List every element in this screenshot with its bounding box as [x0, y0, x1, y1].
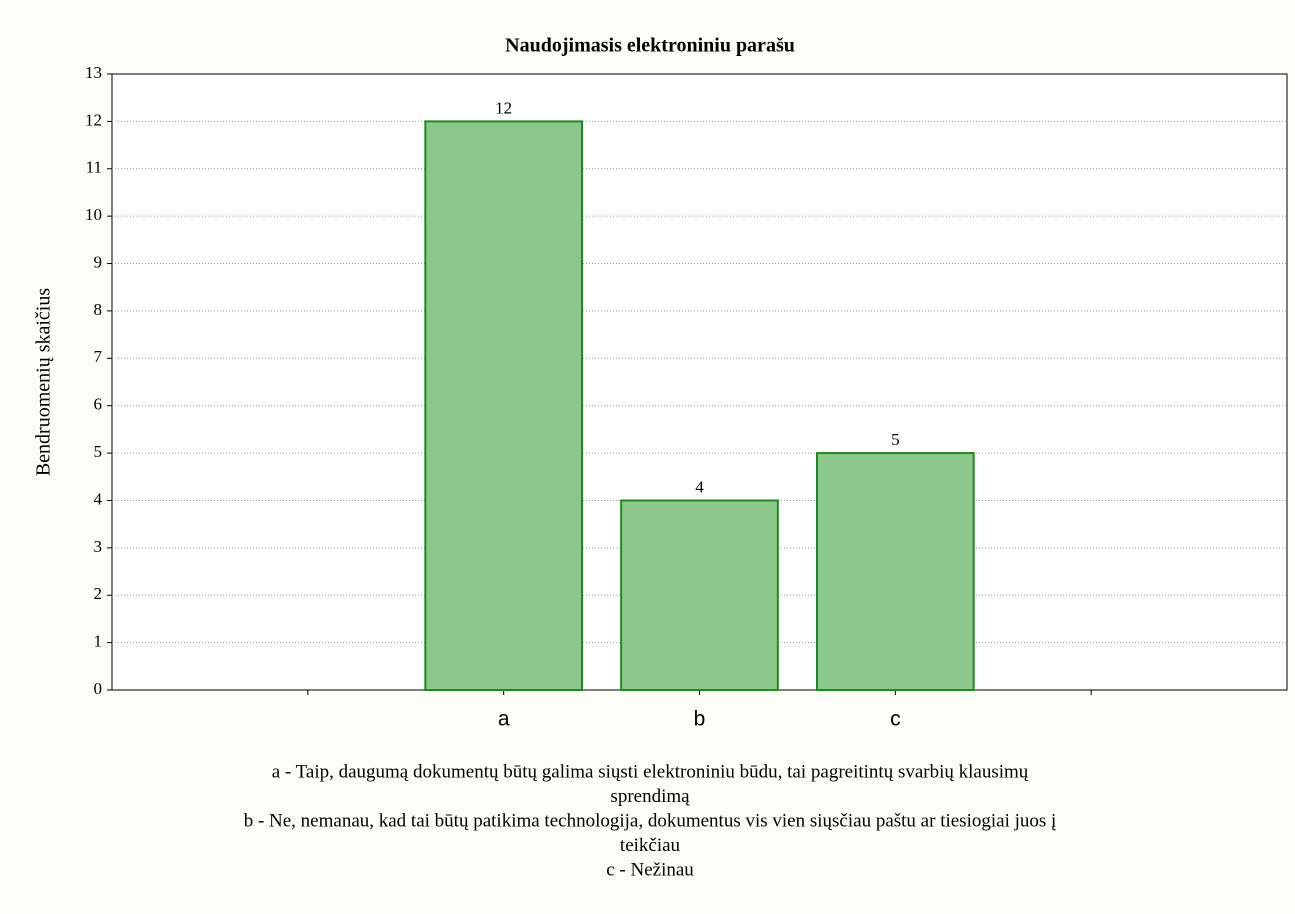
y-tick-label: 4: [94, 489, 103, 508]
note: sprendimą: [610, 786, 690, 807]
y-axis-label: Bendruomenių skaičius: [33, 288, 55, 477]
bar: [620, 499, 779, 692]
y-tick-label: 2: [94, 584, 103, 603]
value-label: 5: [891, 430, 900, 449]
y-tick-label: 5: [94, 442, 103, 461]
y-tick-label: 12: [85, 110, 102, 129]
y-tick-label: 0: [94, 679, 103, 698]
x-tick-label: c: [890, 708, 901, 731]
x-tick-label: a: [498, 708, 510, 731]
y-tick-label: 13: [85, 63, 102, 82]
y-tick-label: 10: [85, 205, 102, 224]
bar: [424, 120, 584, 691]
bar: [816, 452, 975, 692]
y-tick-label: 1: [94, 632, 103, 651]
y-tick-label: 7: [94, 347, 103, 366]
y-tick-label: 9: [94, 252, 103, 271]
value-label: 4: [695, 477, 704, 496]
y-tick-label: 11: [86, 158, 102, 177]
note: teikčiau: [620, 835, 681, 856]
x-tick-label: b: [694, 708, 706, 731]
y-tick-label: 3: [94, 537, 103, 556]
note: a - Taip, daugumą dokumentų būtų galima …: [272, 761, 1029, 782]
y-tick-label: 8: [94, 300, 103, 319]
chart-title: Naudojimasis elektroniniu parašu: [505, 35, 795, 57]
y-tick-label: 6: [94, 395, 103, 414]
value-label: 12: [495, 98, 512, 117]
note: b - Ne, nemanau, kad tai būtų patikima t…: [244, 810, 1057, 831]
note: c - Nežinau: [606, 859, 694, 880]
